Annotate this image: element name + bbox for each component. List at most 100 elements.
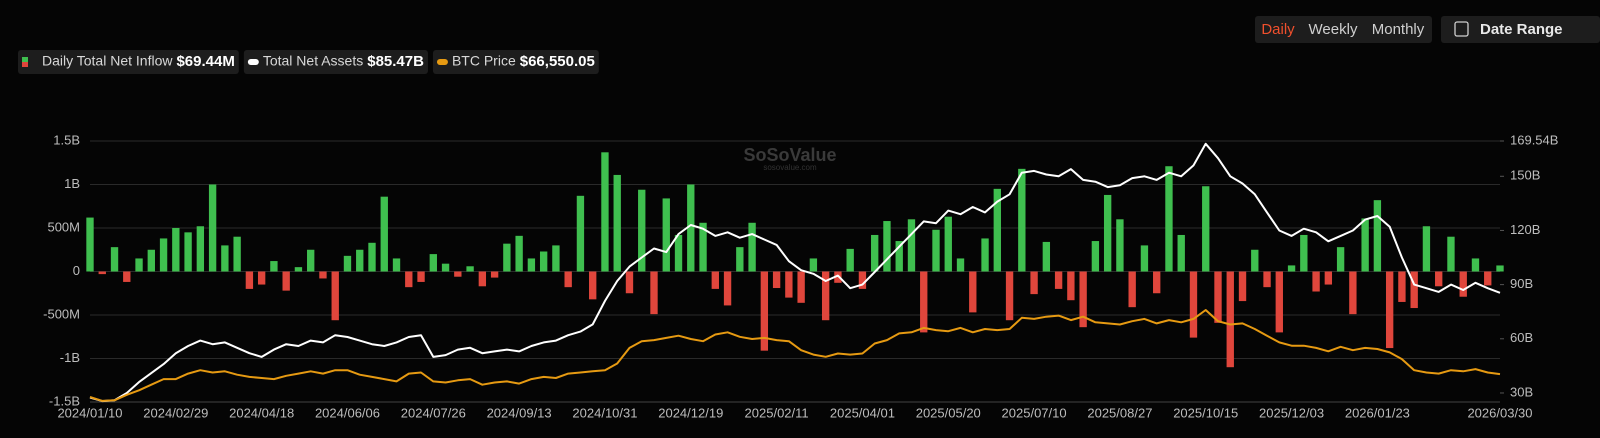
- bar: [1373, 200, 1382, 272]
- bar: [1385, 271, 1394, 349]
- bar: [1496, 265, 1504, 272]
- x-tick-label: 2024/01/10: [57, 405, 122, 420]
- bar: [1042, 241, 1051, 272]
- bar: [1177, 234, 1185, 272]
- x-tick-label: 2025/07/10: [1002, 405, 1067, 420]
- watermark-sub: sosovalue.com: [763, 163, 817, 172]
- bar: [1287, 265, 1296, 272]
- bar: [650, 271, 658, 315]
- bar: [331, 271, 339, 321]
- bar: [1054, 271, 1063, 289]
- period-button[interactable]: Monthly: [1372, 21, 1425, 38]
- line: [89, 142, 1501, 403]
- bar: [282, 271, 290, 291]
- bar: [662, 198, 670, 272]
- y2-tick-label: 90B: [1510, 276, 1533, 291]
- legend-label: Total Net Assets: [263, 53, 363, 69]
- y-tick-label: 500M: [47, 219, 80, 234]
- bar: [711, 271, 719, 289]
- y2-tick-label: 169.54B: [1510, 132, 1558, 147]
- bar: [1435, 271, 1443, 287]
- bar: [527, 258, 536, 272]
- bar: [1275, 271, 1283, 333]
- x-tick-label: 2024/07/26: [401, 405, 466, 420]
- bar: [1153, 271, 1161, 294]
- bar: [564, 271, 572, 288]
- x-tick-label: 2025/02/11: [745, 405, 809, 420]
- y2-tick-label: 120B: [1510, 222, 1540, 237]
- y-tick-label: 0: [73, 263, 80, 278]
- date-range-label[interactable]: Date Range: [1480, 21, 1563, 38]
- x-tick-label: 2024/10/31: [572, 405, 637, 420]
- period-button[interactable]: Weekly: [1309, 21, 1358, 38]
- x-tick-label: 2024/09/13: [487, 405, 552, 420]
- bar: [821, 271, 830, 321]
- bar: [257, 271, 266, 285]
- bar: [159, 238, 168, 272]
- bar: [294, 267, 303, 272]
- bar: [1018, 168, 1026, 272]
- bar: [184, 232, 192, 272]
- bar: [1484, 271, 1492, 286]
- y2-tick-label: 60B: [1510, 330, 1533, 345]
- legend-value: $85.47B: [367, 53, 424, 70]
- bar: [270, 261, 278, 272]
- bar: [748, 222, 756, 272]
- bar: [1251, 249, 1259, 272]
- bar: [123, 271, 131, 282]
- legend-swatch: [247, 59, 259, 65]
- bar: [944, 216, 952, 272]
- bar: [135, 258, 143, 272]
- bar: [981, 238, 989, 272]
- bar: [969, 271, 977, 313]
- date-range-button[interactable]: [1441, 16, 1600, 43]
- legend-swatch: [22, 62, 28, 67]
- bar: [539, 251, 548, 272]
- x-tick-label: 2024/02/29: [143, 405, 208, 420]
- x-tick-label: 2025/05/20: [916, 405, 981, 420]
- bar: [1447, 236, 1455, 272]
- bar: [871, 234, 879, 272]
- bar: [1263, 271, 1271, 288]
- bar: [736, 247, 744, 272]
- bar: [1361, 218, 1369, 272]
- bar: [319, 271, 327, 279]
- x-tick-label: 2025/08/27: [1087, 405, 1152, 420]
- bar: [1214, 271, 1222, 323]
- y2-tick-label: 150B: [1510, 168, 1540, 183]
- bar: [208, 184, 217, 272]
- bar: [417, 271, 425, 282]
- bar: [1116, 219, 1124, 272]
- legend-item: Daily Total Net Inflow $69.44M: [18, 50, 239, 74]
- bar: [589, 271, 597, 300]
- legend-swatch: [436, 59, 448, 65]
- bar: [1398, 271, 1406, 302]
- y-tick-label: -500M: [43, 306, 80, 321]
- bar: [429, 254, 437, 272]
- bar: [1471, 258, 1480, 272]
- bar: [1165, 166, 1173, 272]
- bar: [515, 235, 523, 272]
- y-tick-label: 1.5B: [53, 132, 80, 147]
- bar: [1226, 271, 1234, 368]
- bar: [147, 249, 155, 272]
- bar: [1140, 245, 1149, 272]
- bar: [196, 226, 205, 272]
- period-button[interactable]: Daily: [1261, 21, 1295, 38]
- bar: [674, 234, 683, 272]
- bar: [245, 271, 254, 289]
- bar: [454, 271, 462, 277]
- bar: [1103, 194, 1112, 272]
- legend: Daily Total Net Inflow $69.44M Total Net A…: [18, 50, 599, 74]
- line: [89, 309, 1501, 402]
- bar: [993, 188, 1001, 272]
- x-tick-label: 2025/10/15: [1173, 405, 1238, 420]
- bar: [368, 242, 376, 272]
- bar: [110, 247, 119, 272]
- x-tick-label: 2025/12/03: [1259, 405, 1324, 420]
- bar: [1410, 271, 1418, 309]
- bar: [809, 258, 818, 272]
- bar: [601, 152, 609, 272]
- legend-value: $66,550.05: [520, 53, 595, 70]
- bar: [233, 236, 241, 272]
